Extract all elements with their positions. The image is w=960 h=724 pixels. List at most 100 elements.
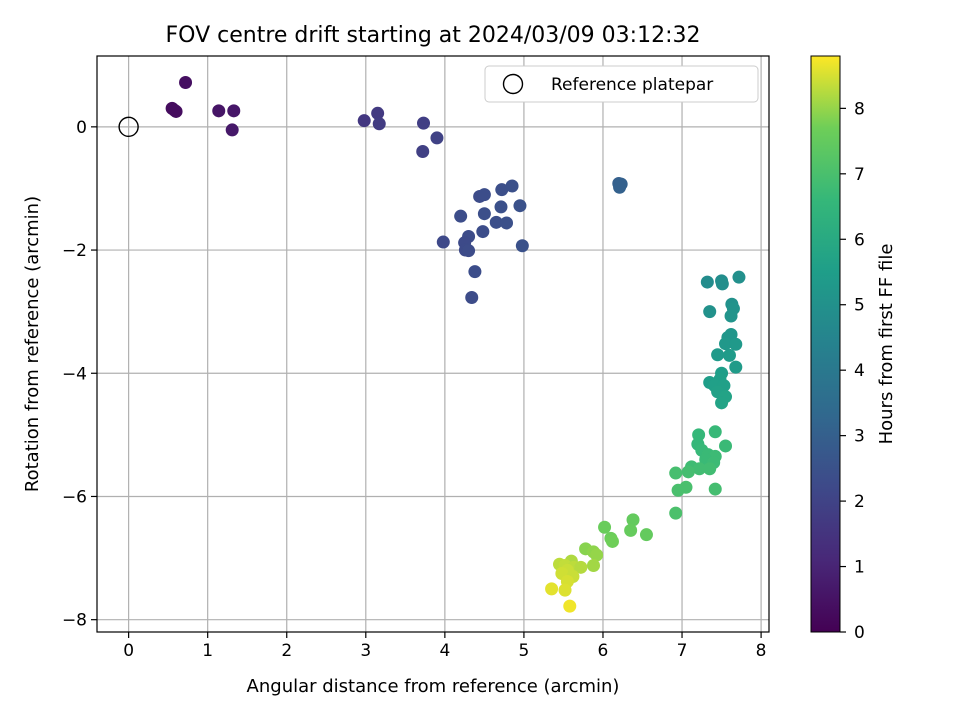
data-point xyxy=(700,275,714,289)
x-tick-label: 1 xyxy=(202,641,213,661)
data-point xyxy=(495,183,509,197)
x-tick-label: 7 xyxy=(677,641,688,661)
colorbar-ticks: 0 1 2 3 4 5 6 7 8 xyxy=(840,99,865,643)
data-point xyxy=(715,277,729,291)
data-point xyxy=(468,265,482,279)
data-point xyxy=(729,337,743,351)
reference-marker xyxy=(118,116,139,138)
data-point xyxy=(586,558,600,572)
data-point xyxy=(515,239,529,253)
data-point xyxy=(708,425,722,439)
data-point xyxy=(711,348,725,362)
data-point xyxy=(500,216,514,230)
x-tick-label: 4 xyxy=(439,641,450,661)
data-point xyxy=(494,200,508,214)
data-point xyxy=(719,337,733,351)
data-point xyxy=(513,199,527,213)
data-point xyxy=(371,106,385,120)
data-point xyxy=(372,117,386,131)
data-points xyxy=(165,75,746,613)
colorbar-tick-label: 1 xyxy=(854,558,865,578)
x-tick-label: 8 xyxy=(756,641,767,661)
data-point xyxy=(605,534,619,548)
data-point xyxy=(715,396,729,410)
data-point xyxy=(574,560,588,574)
data-point xyxy=(357,114,371,128)
x-tick-label: 2 xyxy=(281,641,292,661)
data-point xyxy=(729,360,743,374)
data-point xyxy=(179,75,193,89)
x-tick-label: 5 xyxy=(519,641,530,661)
data-point xyxy=(465,290,479,304)
y-tick-label: 0 xyxy=(76,118,87,138)
data-point xyxy=(558,583,572,597)
data-point xyxy=(505,179,519,193)
data-point xyxy=(225,123,239,137)
data-point xyxy=(624,523,638,537)
reference-platepar-point xyxy=(118,116,139,138)
data-point xyxy=(563,599,577,613)
colorbar-tick-label: 8 xyxy=(854,99,865,119)
data-point xyxy=(430,131,444,145)
x-tick-label: 6 xyxy=(598,641,609,661)
data-point xyxy=(719,439,733,453)
data-point xyxy=(227,104,241,118)
colorbar-tick-label: 0 xyxy=(854,623,865,643)
data-point xyxy=(669,506,683,520)
data-point xyxy=(724,309,738,323)
colorbar: 0 1 2 3 4 5 6 7 8 Hours from first FF file xyxy=(810,55,897,643)
data-point xyxy=(416,144,430,158)
data-point xyxy=(167,103,181,117)
data-point xyxy=(436,235,450,249)
colorbar-tick-label: 7 xyxy=(854,165,865,185)
x-tick-label: 3 xyxy=(360,641,371,661)
data-point xyxy=(669,466,683,480)
legend-open-circle-marker xyxy=(502,73,524,95)
data-point xyxy=(590,548,604,562)
y-tick-label: −6 xyxy=(62,487,87,507)
data-point xyxy=(613,180,627,194)
y-tick-label: −4 xyxy=(62,364,87,384)
data-point xyxy=(454,209,468,223)
grid-lines xyxy=(97,56,769,632)
axes-frame xyxy=(96,55,770,633)
y-tick-label: −8 xyxy=(62,611,87,631)
data-point xyxy=(477,188,491,202)
data-point xyxy=(212,104,226,118)
colorbar-label: Hours from first FF file xyxy=(876,244,897,445)
data-point xyxy=(462,244,476,258)
data-point xyxy=(477,207,491,221)
data-point xyxy=(639,528,653,542)
colorbar-tick-label: 5 xyxy=(854,296,865,316)
legend-entry-reference-platepar: Reference platepar xyxy=(551,75,713,95)
colorbar-tick-label: 4 xyxy=(854,361,865,381)
data-point xyxy=(671,483,685,497)
data-point xyxy=(476,225,490,239)
y-tick-label: −2 xyxy=(62,241,87,261)
data-point xyxy=(598,520,612,534)
data-point xyxy=(732,270,746,284)
y-axis-label: Rotation from reference (arcmin) xyxy=(22,196,43,492)
colorbar-tick-label: 3 xyxy=(854,427,865,447)
legend: Reference platepar xyxy=(484,65,759,103)
data-point xyxy=(722,348,736,362)
x-axis-label: Angular distance from reference (arcmin) xyxy=(247,676,620,697)
colorbar-tick-label: 2 xyxy=(854,492,865,512)
x-tick-label: 0 xyxy=(123,641,134,661)
data-point xyxy=(703,462,717,476)
data-point xyxy=(681,465,695,479)
chart-title: FOV centre drift starting at 2024/03/09 … xyxy=(166,23,701,48)
data-point xyxy=(417,116,431,130)
data-point xyxy=(489,215,503,229)
data-point xyxy=(692,462,706,476)
y-axis-ticks: 0 −2 −4 −6 −8 xyxy=(62,118,97,631)
data-point xyxy=(626,513,640,527)
colorbar-gradient xyxy=(810,55,841,633)
data-point xyxy=(708,482,722,496)
colorbar-tick-label: 6 xyxy=(854,230,865,250)
data-point xyxy=(703,305,717,319)
legend-box xyxy=(484,65,759,103)
data-point xyxy=(545,582,559,596)
